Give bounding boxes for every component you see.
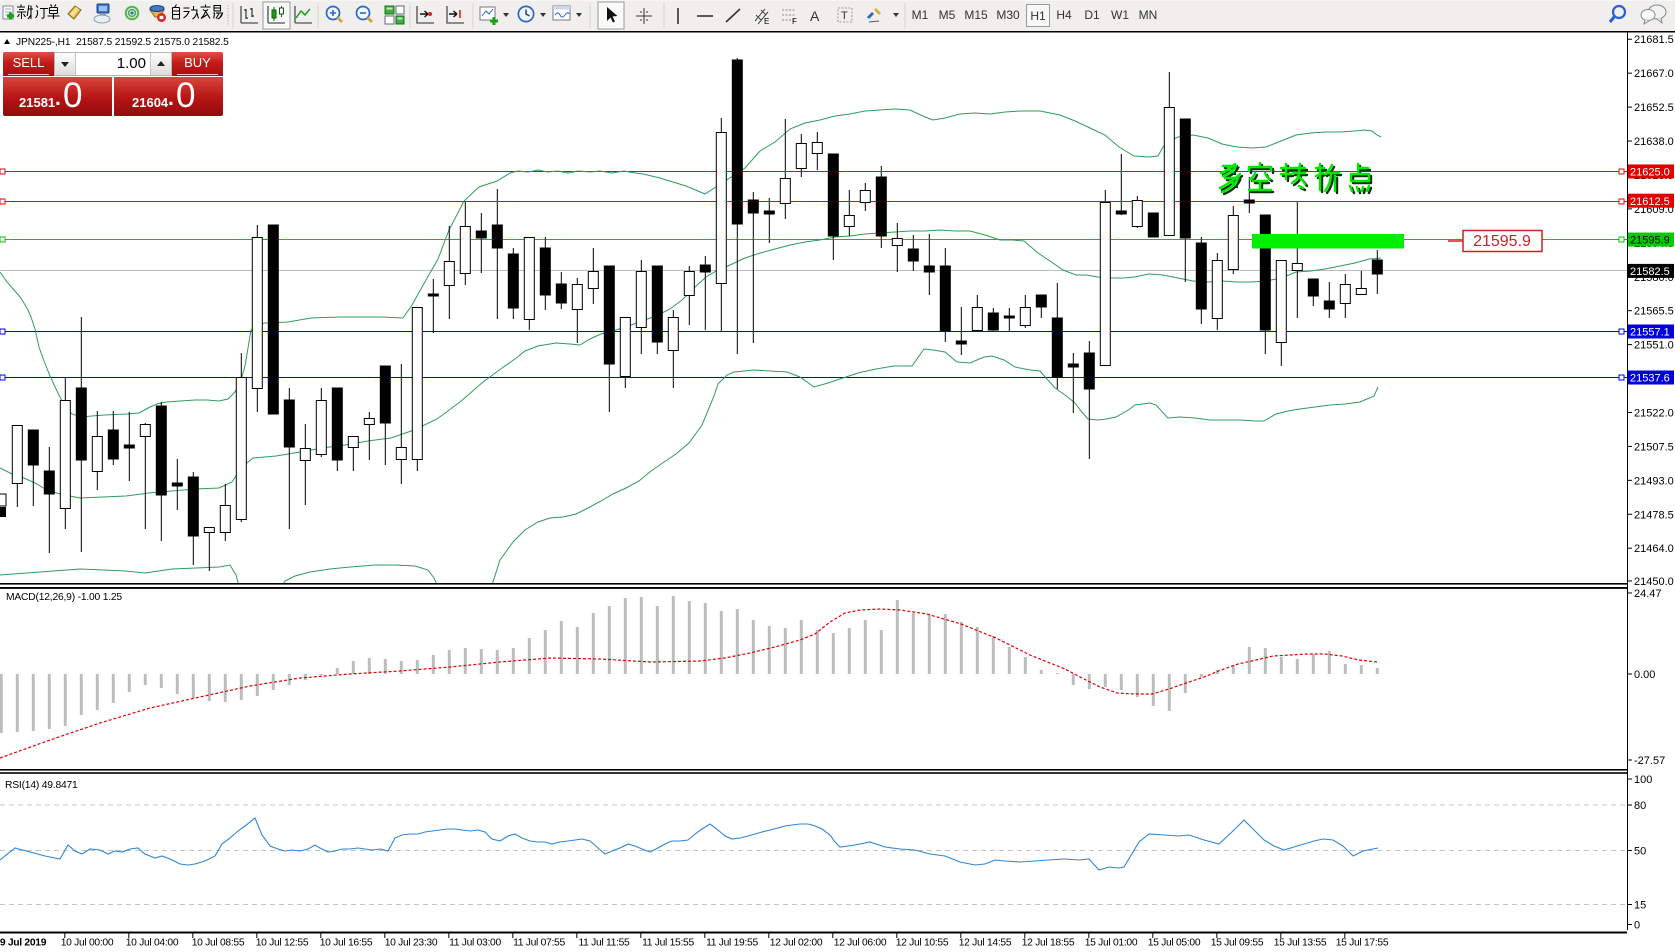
svg-text:RSI(14) 49.8471: RSI(14) 49.8471 [5, 780, 78, 791]
svg-text:21681.5: 21681.5 [1634, 34, 1674, 46]
svg-text:12 Jul 06:00: 12 Jul 06:00 [834, 938, 887, 949]
svg-text:21652.5: 21652.5 [1634, 102, 1674, 114]
svg-text:10 Jul 00:00: 10 Jul 00:00 [61, 938, 114, 949]
svg-text:21537.6: 21537.6 [1630, 373, 1670, 385]
svg-text:11 Jul 03:00: 11 Jul 03:00 [449, 938, 501, 949]
svg-text:T: T [841, 10, 848, 22]
svg-text:15 Jul 13:55: 15 Jul 13:55 [1274, 938, 1327, 949]
svg-text:11 Jul 15:55: 11 Jul 15:55 [642, 938, 694, 949]
svg-text:15 Jul 05:00: 15 Jul 05:00 [1148, 938, 1201, 949]
svg-text:15 Jul 17:55: 15 Jul 17:55 [1336, 938, 1389, 949]
svg-text:21595.9: 21595.9 [1473, 233, 1531, 250]
svg-text:10 Jul 16:55: 10 Jul 16:55 [320, 938, 373, 949]
svg-text:21625.0: 21625.0 [1630, 167, 1670, 179]
svg-text:12 Jul 02:00: 12 Jul 02:00 [770, 938, 823, 949]
svg-text:0.00: 0.00 [1634, 669, 1655, 681]
svg-text:21522.0: 21522.0 [1634, 407, 1674, 419]
svg-text:12 Jul 18:55: 12 Jul 18:55 [1022, 938, 1075, 949]
svg-text:21493.0: 21493.0 [1634, 475, 1674, 487]
svg-text:50: 50 [1634, 846, 1646, 858]
svg-text:10 Jul 23:30: 10 Jul 23:30 [385, 938, 438, 949]
svg-text:21612.5: 21612.5 [1630, 196, 1670, 208]
svg-text:10 Jul 08:55: 10 Jul 08:55 [192, 938, 245, 949]
svg-text:10 Jul 04:00: 10 Jul 04:00 [126, 938, 179, 949]
svg-text:E: E [764, 17, 769, 26]
svg-text:21638.0: 21638.0 [1634, 136, 1674, 148]
svg-text:21450.0: 21450.0 [1634, 576, 1674, 588]
svg-text:11 Jul 07:55: 11 Jul 07:55 [513, 938, 565, 949]
svg-text:21565.5: 21565.5 [1634, 306, 1674, 318]
svg-text:12 Jul 14:55: 12 Jul 14:55 [959, 938, 1012, 949]
svg-text:F: F [792, 17, 797, 26]
svg-text:21464.0: 21464.0 [1634, 543, 1674, 555]
svg-text:21507.5: 21507.5 [1634, 441, 1674, 453]
svg-text:MACD(12,26,9) -1.00 1.25: MACD(12,26,9) -1.00 1.25 [6, 592, 122, 603]
svg-text:21595.9: 21595.9 [1630, 235, 1670, 247]
svg-text:21582.5: 21582.5 [1630, 266, 1670, 278]
svg-text:9 Jul 2019: 9 Jul 2019 [0, 938, 47, 949]
svg-text:11 Jul 19:55: 11 Jul 19:55 [706, 938, 758, 949]
svg-text:21667.0: 21667.0 [1634, 68, 1674, 80]
svg-text:21557.1: 21557.1 [1630, 327, 1670, 339]
svg-text:21478.5: 21478.5 [1634, 509, 1674, 521]
svg-text:11 Jul 11:55: 11 Jul 11:55 [579, 938, 631, 949]
svg-text:15 Jul 09:55: 15 Jul 09:55 [1211, 938, 1264, 949]
svg-text:12 Jul 10:55: 12 Jul 10:55 [896, 938, 949, 949]
svg-text:80: 80 [1634, 800, 1646, 812]
svg-text:15: 15 [1634, 900, 1646, 912]
svg-text:A: A [810, 8, 820, 24]
svg-text:15 Jul 01:00: 15 Jul 01:00 [1085, 938, 1138, 949]
svg-text:100: 100 [1634, 774, 1652, 786]
svg-text:0: 0 [1634, 920, 1640, 932]
svg-text:10 Jul 12:55: 10 Jul 12:55 [256, 938, 309, 949]
svg-text:21551.0: 21551.0 [1634, 340, 1674, 352]
svg-text:-27.57: -27.57 [1634, 755, 1665, 767]
svg-text:24.47: 24.47 [1634, 588, 1662, 600]
svg-text:JPN225-,H1 21587.5 21592.5 21: JPN225-,H1 21587.5 21592.5 21575.0 21582… [16, 37, 229, 48]
